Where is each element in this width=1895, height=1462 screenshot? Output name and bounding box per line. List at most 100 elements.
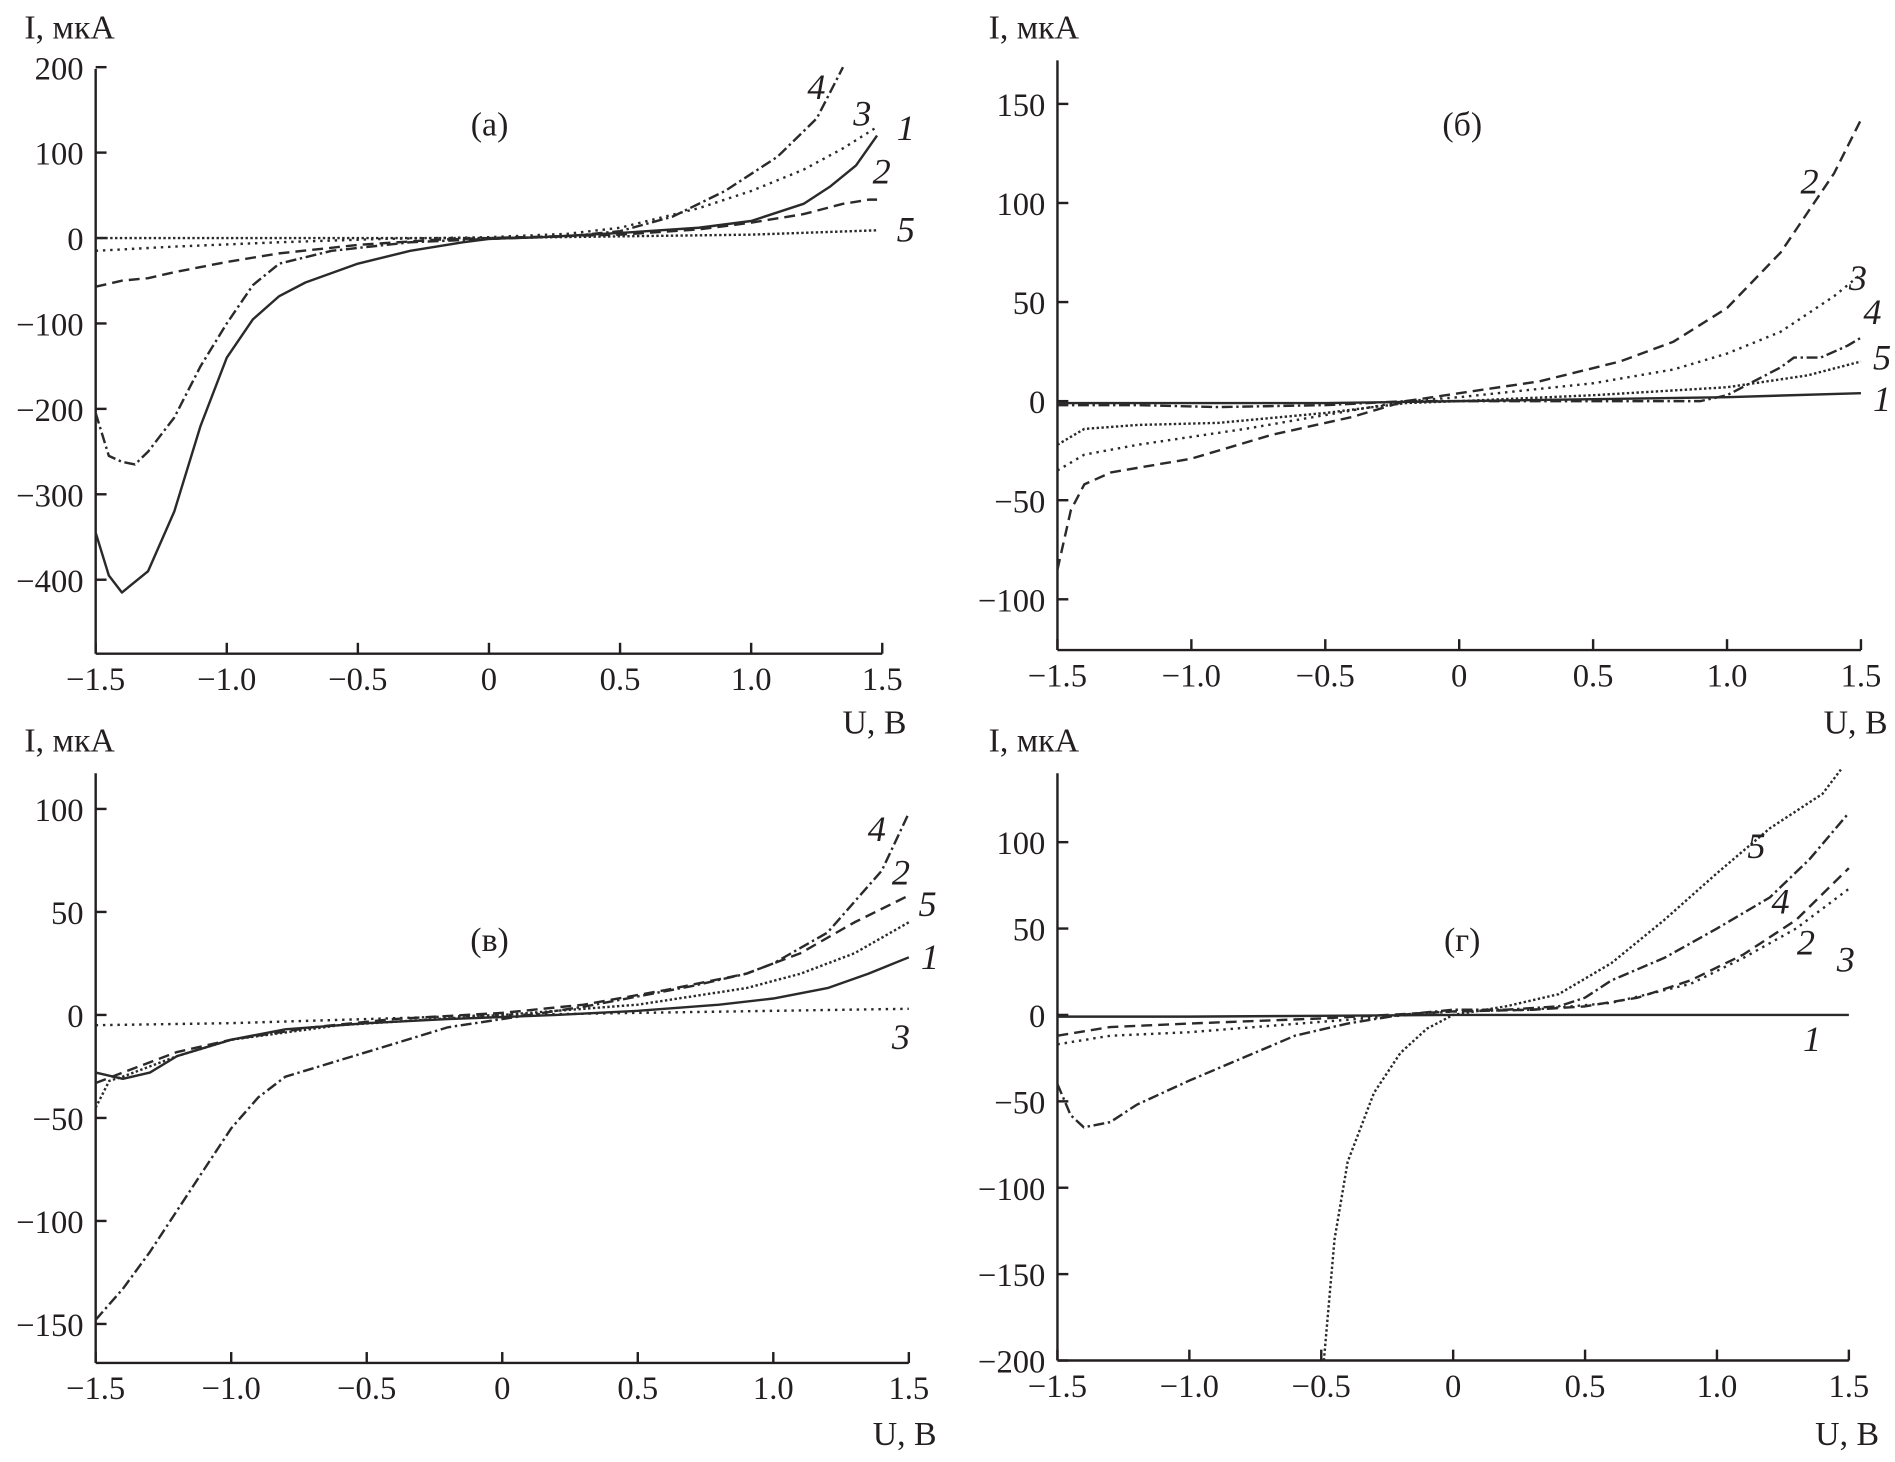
series-4-curve [94,66,845,466]
series-4-label: 4 [868,809,886,849]
series-5-curve [1056,360,1862,446]
x-tick-label: 0 [1451,658,1467,694]
y-axis-label-d: I, мкА [989,723,1080,760]
x-tick-label: −1.0 [202,1371,261,1407]
panel-3: 100 50 0 −50 −100 −150 −1.5 −1.0 −0.5 0 0.5 1.0 1.5 (… [16,773,939,1407]
y-tick-label: −100 [978,583,1045,619]
x-tick-label: −1.5 [1028,658,1087,694]
x-axis-label-c: U, В [873,1416,937,1453]
series-3-label: 3 [852,94,871,134]
y-tick-label: 0 [1029,385,1045,421]
series-3-label: 3 [1848,258,1867,298]
y-tick-label: −200 [978,1345,1045,1381]
y-tick-label: −200 [16,393,83,429]
y-tick-label: −100 [978,1172,1045,1208]
x-tick-label: −1.5 [66,662,125,698]
panel-label: (г) [1444,922,1480,959]
x-tick-label: 0.5 [600,662,641,698]
x-axis-label-a: U, В [842,704,906,741]
series-5-curve [1322,768,1842,1361]
series-4-label: 4 [1863,292,1881,332]
series-5-curve [95,229,878,240]
y-tick-label: 0 [67,222,83,258]
series-5-label: 5 [897,210,915,250]
panel-4: 100 50 0 −50 −100 −150 −200−1.5 −1.0 −0.5 0 0.5 1.0… [978,768,1869,1405]
series-5-label: 5 [919,884,937,924]
x-tick-label: −1.0 [197,662,256,698]
series-3-label: 3 [891,1017,910,1057]
y-tick-label: 200 [35,51,84,87]
x-tick-label: −1.5 [1028,1369,1087,1405]
series-3-curve [1057,887,1850,1046]
y-tick-label: 100 [35,793,84,829]
series-5-label: 5 [1747,826,1765,866]
y-tick-label: −300 [16,478,83,514]
series-2-label: 2 [892,852,910,892]
x-tick-label: 0 [1445,1369,1461,1405]
series-2-curve [1056,119,1863,570]
x-tick-label: 1.5 [862,662,903,698]
series-4-curve [94,812,910,1321]
series-2-curve [95,894,910,1085]
x-tick-label: 1.5 [1828,1369,1869,1405]
x-tick-label: −1.0 [1160,1369,1219,1405]
x-tick-label: 0.5 [617,1371,658,1407]
x-tick-label: 1.0 [731,662,772,698]
series-2-label: 2 [873,152,891,192]
series-1-label: 1 [1873,379,1891,419]
x-tick-label: 0 [481,662,497,698]
series-5-label: 5 [1873,338,1891,378]
x-tick-label: −1.0 [1162,658,1221,694]
panel-label: (б) [1442,106,1482,143]
x-tick-label: 0.5 [1573,658,1614,694]
x-tick-label: −0.5 [328,662,387,698]
y-tick-label: −50 [33,1102,84,1138]
y-tick-label: 50 [1013,286,1046,322]
x-tick-label: 1.5 [888,1371,929,1407]
series-3-label: 3 [1836,939,1855,979]
y-tick-label: 0 [67,999,83,1035]
y-tick-label: 100 [35,137,84,173]
series-4-curve [1057,336,1862,409]
series-4-label: 4 [1772,881,1790,921]
panel-2: 150 100 50 0 −50 −100 −1.5 −1.0 −0.5 0 0.5 1.0 1.5 (б… [978,60,1891,694]
series-1-label: 1 [921,937,939,977]
y-axis-label-b: I, мкА [989,10,1080,47]
series-3-curve [1056,273,1862,472]
series-3-curve [95,125,878,253]
y-tick-label: 50 [51,896,84,932]
y-tick-label: −50 [994,484,1045,520]
panel-1: 200 100 0 −100 −200 −300 −400 −1.5 −1.0 −0.5 0 0.5 1… [16,51,915,698]
x-tick-label: −1.5 [66,1371,125,1407]
x-tick-label: 1.5 [1841,658,1882,694]
x-tick-label: −0.5 [1296,658,1355,694]
series-2-curve [1057,867,1850,1037]
x-tick-label: 0 [494,1371,510,1407]
series-4-curve [1056,812,1850,1129]
y-tick-label: −150 [978,1258,1045,1294]
y-axis-label-c: I, мкА [24,723,115,760]
y-tick-label: 0 [1029,999,1045,1035]
series-1-label: 1 [897,108,915,148]
x-axis-label-d: U, В [1815,1416,1879,1453]
y-axis-label-a: I, мкА [24,10,115,47]
series-1-curve [95,956,910,1081]
x-tick-label: 1.0 [753,1371,794,1407]
x-tick-label: 1.0 [1697,1369,1738,1405]
y-tick-label: 150 [996,88,1045,124]
series-4-label: 4 [807,67,825,107]
y-tick-label: −100 [16,1205,83,1241]
x-tick-label: −0.5 [337,1371,396,1407]
y-tick-label: 100 [996,826,1045,862]
y-tick-label: −50 [994,1085,1045,1121]
panel-label: (а) [471,106,509,143]
x-tick-label: 1.0 [1707,658,1748,694]
x-axis-label-b: U, В [1824,704,1888,741]
x-tick-label: −0.5 [1292,1369,1351,1405]
series-1-label: 1 [1803,1019,1821,1059]
y-tick-label: −150 [16,1308,83,1344]
series-2-label: 2 [1801,161,1819,201]
series-5-curve [94,921,910,1109]
y-tick-label: −100 [16,308,83,344]
